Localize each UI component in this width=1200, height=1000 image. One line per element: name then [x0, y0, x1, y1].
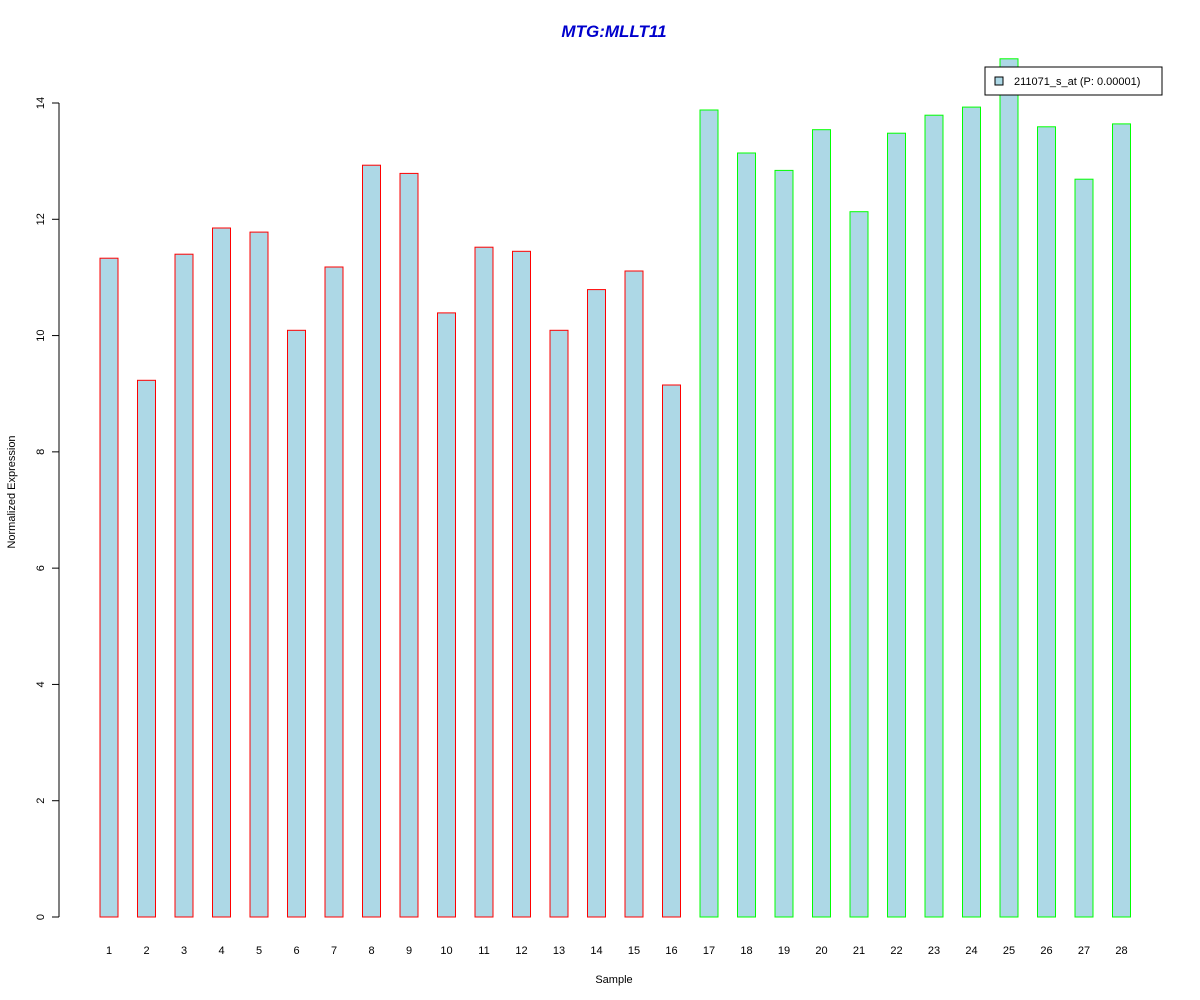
bar-sample-3 — [174, 253, 194, 918]
x-tick-label: 1 — [106, 945, 112, 957]
x-axis-label: Sample — [595, 974, 632, 986]
x-tick-label: 20 — [815, 945, 827, 957]
x-tick-label: 28 — [1115, 945, 1127, 957]
chart-title: MTG:MLLT11 — [561, 22, 666, 41]
bar-sample-6 — [287, 329, 306, 918]
x-tick-label: 27 — [1078, 945, 1090, 957]
bar-sample-13 — [549, 329, 569, 918]
x-tick-label: 17 — [703, 945, 715, 957]
bar-sample-10 — [437, 312, 456, 918]
y-tick-label: 2 — [35, 798, 47, 804]
bar-sample-1 — [99, 257, 119, 918]
x-tick-label: 23 — [928, 945, 940, 957]
bar-sample-7 — [324, 266, 344, 918]
x-tick-label: 19 — [778, 945, 790, 957]
x-tick-label: 5 — [256, 945, 262, 957]
y-tick-label: 0 — [35, 914, 47, 920]
bar-sample-8 — [362, 164, 381, 918]
x-tick-label: 12 — [515, 945, 527, 957]
x-tick-label: 2 — [143, 945, 149, 957]
bar-sample-4 — [212, 227, 231, 918]
y-tick-label: 6 — [35, 565, 47, 571]
bar-sample-15 — [624, 270, 644, 918]
bar-sample-19 — [774, 169, 794, 918]
bar-sample-17 — [699, 109, 719, 918]
x-tick-label: 7 — [331, 945, 337, 957]
x-tick-label: 25 — [1003, 945, 1015, 957]
x-tick-label: 11 — [478, 945, 489, 957]
x-tick-label: 3 — [181, 945, 187, 957]
bar-sample-2 — [137, 379, 156, 918]
y-axis-label: Normalized Expression — [6, 435, 18, 548]
x-tick-label: 14 — [590, 945, 602, 957]
x-tick-label: 13 — [553, 945, 565, 957]
x-tick-label: 22 — [890, 945, 902, 957]
x-tick-label: 15 — [628, 945, 640, 957]
bar-sample-28 — [1112, 123, 1131, 918]
y-axis: 0 2 4 6 8 10 12 14 — [35, 97, 60, 920]
y-tick-label: 4 — [35, 681, 47, 687]
y-tick-label: 14 — [35, 97, 47, 109]
bar-sample-18 — [737, 152, 756, 918]
x-tick-label: 9 — [406, 945, 412, 957]
x-tick-label: 6 — [293, 945, 299, 957]
bar-sample-11 — [474, 246, 494, 918]
bar-sample-25 — [999, 58, 1019, 918]
legend-box — [984, 66, 1163, 96]
x-tick-label: 8 — [368, 945, 374, 957]
x-tick-label: 24 — [965, 945, 977, 957]
x-axis-tick-labels: 1 2 3 4 5 6 7 8 9 10 11 12 13 14 15 16 17 18 19 20 21 22 23 24 2… — [106, 945, 1128, 957]
bar-sample-22 — [887, 132, 906, 918]
bar-sample-9 — [399, 172, 419, 918]
legend: 211071_s_at (P: 0.00001) — [984, 66, 1163, 96]
x-tick-label: 4 — [218, 945, 224, 957]
x-tick-label: 16 — [665, 945, 677, 957]
y-tick-label: 8 — [35, 449, 47, 455]
legend-swatch — [994, 76, 1004, 86]
bar-sample-23 — [924, 114, 944, 918]
y-tick-label: 10 — [35, 329, 47, 341]
x-tick-label: 18 — [740, 945, 752, 957]
bar-sample-5 — [249, 231, 269, 918]
x-tick-label: 10 — [440, 945, 452, 957]
bar-sample-21 — [849, 211, 869, 918]
legend-label: 211071_s_at (P: 0.00001) — [1014, 76, 1140, 88]
bar-sample-26 — [1037, 126, 1056, 918]
bar-sample-27 — [1074, 178, 1094, 918]
bars — [99, 58, 1131, 918]
x-tick-label: 26 — [1040, 945, 1052, 957]
bar-sample-24 — [962, 106, 981, 918]
bar-sample-20 — [812, 129, 831, 918]
bar-sample-14 — [587, 289, 606, 918]
bar-sample-12 — [512, 250, 531, 918]
bar-sample-16 — [662, 384, 681, 918]
x-tick-label: 21 — [853, 945, 865, 957]
y-tick-label: 12 — [35, 213, 47, 225]
